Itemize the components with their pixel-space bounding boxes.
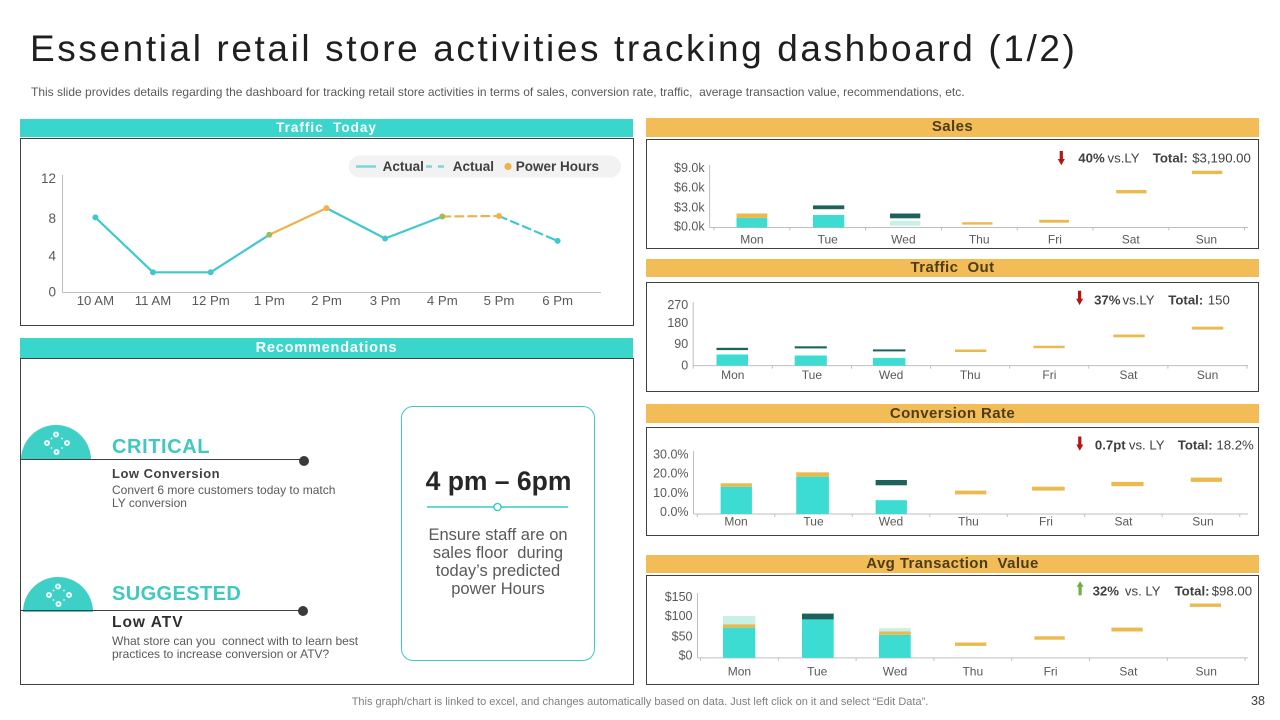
svg-text:Wed: Wed — [883, 665, 907, 679]
svg-text:$100: $100 — [665, 609, 693, 623]
svg-text:180: 180 — [667, 315, 688, 329]
svg-text:12 Pm: 12 Pm — [192, 293, 230, 308]
svg-text:40%: 40% — [1078, 150, 1105, 165]
svg-text:vs. LY: vs. LY — [1125, 584, 1161, 599]
svg-text:$0.0k: $0.0k — [674, 220, 705, 234]
svg-text:$98.00: $98.00 — [1212, 584, 1252, 599]
svg-text:5 Pm: 5 Pm — [484, 293, 515, 308]
svg-text:vs.LY: vs.LY — [1108, 150, 1140, 165]
svg-text:Sun: Sun — [1196, 232, 1217, 246]
svg-text:30.0%: 30.0% — [653, 448, 688, 462]
svg-text:2 Pm: 2 Pm — [311, 293, 342, 308]
svg-text:10 AM: 10 AM — [77, 293, 114, 308]
svg-text:6 Pm: 6 Pm — [542, 293, 573, 308]
svg-text:Total:: Total: — [1175, 584, 1210, 599]
svg-text:0: 0 — [48, 284, 56, 299]
svg-text:$3,190.00: $3,190.00 — [1192, 150, 1251, 165]
svg-text:1 Pm: 1 Pm — [254, 293, 285, 308]
svg-text:Mon: Mon — [721, 368, 744, 382]
svg-text:Mon: Mon — [740, 232, 763, 246]
svg-text:32%: 32% — [1093, 584, 1120, 599]
svg-text:Power Hours: Power Hours — [516, 159, 599, 174]
svg-text:Actual: Actual — [383, 159, 424, 174]
svg-text:Total:: Total: — [1153, 150, 1188, 165]
svg-text:Fri: Fri — [1039, 515, 1053, 529]
svg-text:270: 270 — [667, 298, 688, 312]
svg-text:Sat: Sat — [1119, 665, 1138, 679]
svg-text:Sat: Sat — [1122, 232, 1141, 246]
svg-text:Thu: Thu — [958, 515, 979, 529]
svg-text:Fri: Fri — [1042, 368, 1056, 382]
svg-text:$50: $50 — [672, 630, 693, 644]
svg-text:150: 150 — [1208, 292, 1230, 307]
svg-text:Thu: Thu — [969, 232, 990, 246]
svg-text:37%: 37% — [1094, 292, 1121, 307]
svg-text:8: 8 — [48, 210, 56, 225]
svg-text:Total:: Total: — [1178, 438, 1213, 453]
svg-text:vs.LY: vs.LY — [1123, 292, 1155, 307]
svg-text:Fri: Fri — [1044, 665, 1058, 679]
svg-text:3 Pm: 3 Pm — [370, 293, 401, 308]
svg-text:Wed: Wed — [879, 515, 903, 529]
svg-text:Mon: Mon — [728, 665, 751, 679]
svg-text:$6.0k: $6.0k — [674, 181, 705, 195]
svg-text:Tue: Tue — [818, 232, 839, 246]
svg-text:Sun: Sun — [1192, 515, 1213, 529]
svg-text:Mon: Mon — [724, 515, 747, 529]
svg-text:10.0%: 10.0% — [653, 486, 688, 500]
svg-text:Fri: Fri — [1048, 232, 1062, 246]
svg-text:$3.0k: $3.0k — [674, 200, 705, 214]
svg-text:12: 12 — [41, 171, 56, 186]
svg-text:Wed: Wed — [879, 368, 903, 382]
svg-text:0: 0 — [681, 358, 688, 372]
svg-text:Wed: Wed — [891, 232, 915, 246]
svg-text:18.2%: 18.2% — [1216, 438, 1254, 453]
svg-text:0.7pt: 0.7pt — [1095, 438, 1126, 453]
svg-text:Tue: Tue — [803, 515, 824, 529]
svg-text:0.0%: 0.0% — [660, 506, 688, 520]
svg-text:4 Pm: 4 Pm — [427, 293, 458, 308]
svg-text:Sat: Sat — [1119, 368, 1138, 382]
svg-text:11 AM: 11 AM — [135, 293, 171, 308]
svg-text:90: 90 — [674, 337, 688, 351]
svg-text:vs. LY: vs. LY — [1129, 438, 1165, 453]
svg-text:$0: $0 — [679, 649, 693, 663]
svg-text:4: 4 — [48, 248, 56, 263]
svg-text:20.0%: 20.0% — [653, 467, 688, 481]
svg-text:Sun: Sun — [1196, 665, 1217, 679]
svg-text:Tue: Tue — [802, 368, 823, 382]
svg-text:Tue: Tue — [807, 665, 828, 679]
svg-text:$9.0k: $9.0k — [674, 161, 705, 175]
svg-text:Sat: Sat — [1114, 515, 1133, 529]
svg-text:Actual: Actual — [453, 159, 494, 174]
svg-text:Sun: Sun — [1197, 368, 1218, 382]
svg-text:Total:: Total: — [1168, 292, 1203, 307]
svg-text:Thu: Thu — [960, 368, 981, 382]
svg-text:$150: $150 — [665, 590, 693, 604]
svg-text:Thu: Thu — [962, 665, 983, 679]
